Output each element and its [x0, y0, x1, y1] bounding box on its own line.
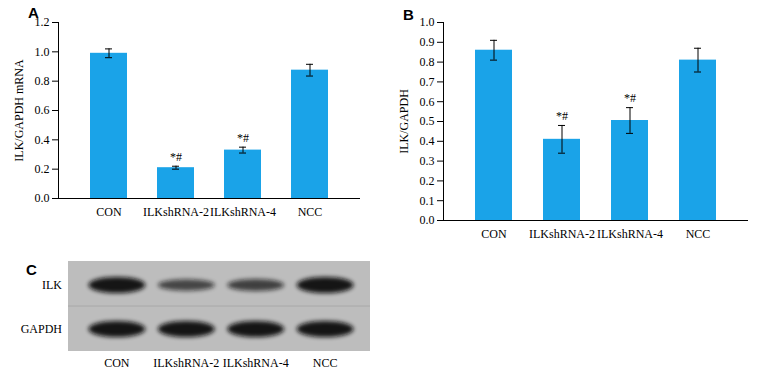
- svg-text:ILKshRNA-2: ILKshRNA-2: [529, 227, 595, 241]
- svg-text:0.2: 0.2: [420, 174, 435, 188]
- svg-text:0.9: 0.9: [420, 35, 435, 49]
- svg-text:0.2: 0.2: [35, 162, 50, 176]
- svg-text:CON: CON: [104, 356, 130, 370]
- svg-text:*#: *#: [237, 131, 249, 145]
- svg-text:ILKshRNA-2: ILKshRNA-2: [153, 356, 219, 370]
- svg-text:0.6: 0.6: [35, 103, 50, 117]
- html-text:C: C: [26, 261, 37, 278]
- svg-text:*#: *#: [556, 109, 568, 123]
- svg-text:1.0: 1.0: [420, 15, 435, 29]
- html-text:B: B: [403, 6, 414, 23]
- svg-text:*#: *#: [624, 91, 636, 105]
- svg-text:0.4: 0.4: [420, 134, 435, 148]
- svg-text:0.0: 0.0: [420, 213, 435, 227]
- svg-text:ILKshRNA-2: ILKshRNA-2: [143, 205, 209, 219]
- svg-text:0.1: 0.1: [420, 194, 435, 208]
- svg-text:ILK/GAPDH mRNA: ILK/GAPDH mRNA: [12, 59, 26, 162]
- svg-text:0.8: 0.8: [420, 55, 435, 69]
- svg-text:1.2: 1.2: [34, 15, 50, 30]
- svg-text:NCC: NCC: [298, 205, 323, 219]
- svg-text:0.7: 0.7: [420, 75, 435, 89]
- html-text:A: A: [28, 4, 39, 21]
- svg-text:ILKshRNA-4: ILKshRNA-4: [210, 205, 276, 219]
- svg-text:0.6: 0.6: [420, 95, 435, 109]
- svg-text:ILK: ILK: [42, 278, 62, 292]
- svg-text:0.4: 0.4: [35, 133, 50, 147]
- svg-text:NCC: NCC: [686, 227, 711, 241]
- svg-text:ILKshRNA-4: ILKshRNA-4: [597, 227, 663, 241]
- svg-text:ILK/GAPDH: ILK/GAPDH: [397, 89, 411, 154]
- svg-text:CON: CON: [96, 205, 122, 219]
- svg-text:GAPDH: GAPDH: [21, 322, 63, 336]
- svg-text:CON: CON: [481, 227, 507, 241]
- svg-text:0.0: 0.0: [35, 191, 50, 205]
- svg-text:0.3: 0.3: [420, 154, 435, 168]
- svg-text:0.5: 0.5: [420, 114, 435, 128]
- svg-text:*#: *#: [170, 150, 182, 164]
- svg-text:0.8: 0.8: [35, 74, 50, 88]
- svg-text:ILKshRNA-4: ILKshRNA-4: [223, 356, 289, 370]
- svg-text:NCC: NCC: [313, 356, 338, 370]
- svg-text:1.0: 1.0: [35, 45, 50, 59]
